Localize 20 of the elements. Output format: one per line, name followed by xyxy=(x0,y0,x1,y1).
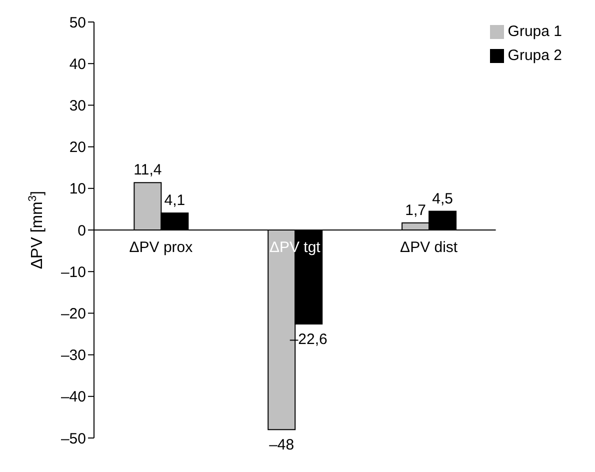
data-label: 1,7 xyxy=(405,202,426,219)
y-tick-label: –20 xyxy=(60,306,86,323)
y-tick-label: 30 xyxy=(69,98,86,115)
y-tick-label: –50 xyxy=(60,430,86,448)
y-tick-label: 40 xyxy=(69,56,86,73)
y-tick-label: 20 xyxy=(69,139,86,156)
x-tick-label: ΔPV prox xyxy=(129,239,194,256)
data-label: 11,4 xyxy=(134,162,162,179)
data-label: –48 xyxy=(269,436,294,454)
y-tick-label: 0 xyxy=(78,222,86,240)
y-tick-label: –40 xyxy=(60,388,86,406)
data-label: 4,1 xyxy=(164,192,186,209)
y-tick-label: 10 xyxy=(69,180,86,198)
legend-label: Grupa 2 xyxy=(508,47,562,64)
data-label: 4,5 xyxy=(432,190,453,208)
legend-label: Grupa 1 xyxy=(508,23,562,40)
y-tick-label: –10 xyxy=(60,264,86,281)
y-tick-label: 50 xyxy=(69,14,86,32)
y-tick-label: –30 xyxy=(60,347,86,364)
x-tick-label: ΔPV dist xyxy=(400,239,458,256)
